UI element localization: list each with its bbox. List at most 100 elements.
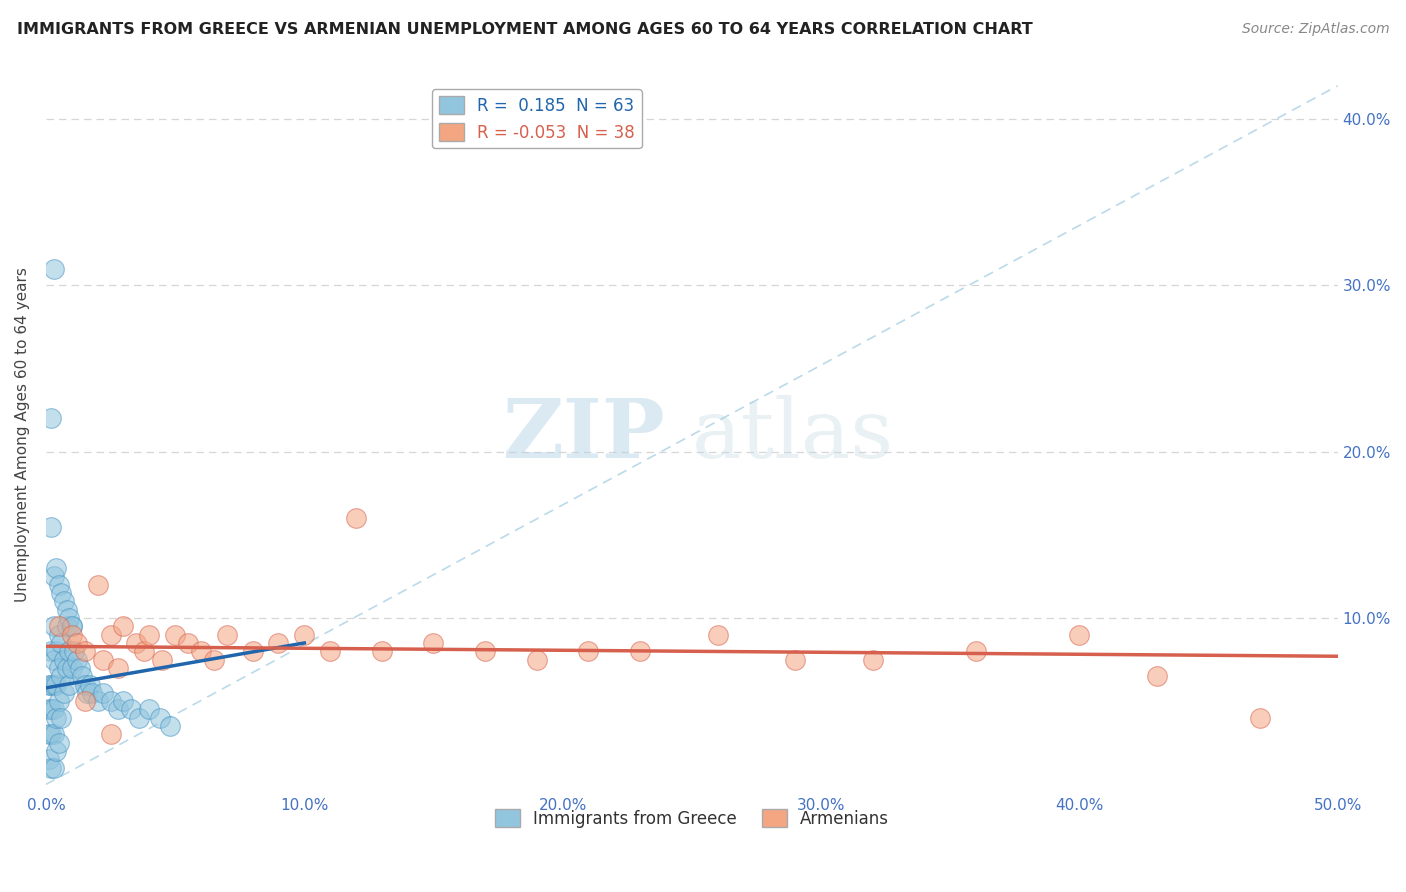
Point: [53, 686, 76, 700]
Point: [100, 694, 122, 708]
Point: [66, 636, 89, 650]
Point: [100, 627, 122, 641]
Point: [48, 627, 70, 641]
Legend: Immigrants from Greece, Armenians: Immigrants from Greece, Armenians: [488, 803, 896, 834]
Point: [526, 652, 548, 666]
Point: [128, 711, 150, 725]
Point: [42, 261, 65, 276]
Point: [785, 652, 807, 666]
Point: [474, 644, 496, 658]
Point: [66, 652, 89, 666]
Point: [242, 644, 264, 658]
Point: [578, 644, 600, 658]
Point: [150, 652, 173, 666]
Point: [79, 677, 101, 691]
Point: [53, 594, 76, 608]
Point: [344, 511, 367, 525]
Point: [76, 686, 98, 700]
Point: [91, 686, 114, 700]
Point: [42, 677, 65, 691]
Point: [267, 636, 290, 650]
Point: [73, 644, 96, 658]
Text: ZIP: ZIP: [503, 395, 666, 475]
Point: [58, 611, 80, 625]
Point: [91, 652, 114, 666]
Point: [51, 586, 73, 600]
Point: [107, 702, 129, 716]
Point: [48, 578, 70, 592]
Point: [39, 677, 62, 691]
Point: [63, 644, 86, 658]
Point: [319, 644, 342, 658]
Point: [39, 519, 62, 533]
Y-axis label: Unemployment Among Ages 60 to 64 years: Unemployment Among Ages 60 to 64 years: [15, 268, 30, 602]
Point: [177, 636, 200, 650]
Text: atlas: atlas: [692, 395, 894, 475]
Point: [38, 702, 60, 716]
Point: [215, 627, 238, 641]
Point: [55, 603, 77, 617]
Point: [60, 619, 83, 633]
Point: [38, 677, 60, 691]
Point: [48, 736, 70, 750]
Point: [55, 619, 77, 633]
Point: [1146, 669, 1168, 683]
Point: [39, 727, 62, 741]
Point: [69, 661, 91, 675]
Point: [1069, 627, 1091, 641]
Point: [45, 644, 67, 658]
Point: [159, 719, 181, 733]
Text: IMMIGRANTS FROM GREECE VS ARMENIAN UNEMPLOYMENT AMONG AGES 60 TO 64 YEARS CORREL: IMMIGRANTS FROM GREECE VS ARMENIAN UNEMP…: [17, 22, 1032, 37]
Point: [51, 711, 73, 725]
Point: [292, 627, 315, 641]
Point: [38, 727, 60, 741]
Point: [100, 727, 122, 741]
Point: [86, 578, 108, 592]
Text: Source: ZipAtlas.com: Source: ZipAtlas.com: [1241, 22, 1389, 37]
Point: [165, 627, 187, 641]
Point: [51, 636, 73, 650]
Point: [42, 702, 65, 716]
Point: [60, 661, 83, 675]
Point: [628, 644, 651, 658]
Point: [73, 694, 96, 708]
Point: [120, 702, 142, 716]
Point: [60, 627, 83, 641]
Point: [134, 644, 156, 658]
Point: [45, 711, 67, 725]
Point: [862, 652, 884, 666]
Point: [112, 694, 135, 708]
Point: [112, 619, 135, 633]
Point: [82, 686, 104, 700]
Point: [965, 644, 987, 658]
Point: [51, 669, 73, 683]
Point: [48, 661, 70, 675]
Point: [45, 677, 67, 691]
Point: [55, 661, 77, 675]
Point: [39, 644, 62, 658]
Point: [70, 669, 93, 683]
Point: [42, 619, 65, 633]
Point: [1249, 711, 1271, 725]
Point: [58, 677, 80, 691]
Point: [371, 644, 394, 658]
Point: [39, 702, 62, 716]
Point: [48, 694, 70, 708]
Point: [39, 411, 62, 425]
Point: [38, 752, 60, 766]
Point: [138, 702, 160, 716]
Point: [190, 644, 212, 658]
Point: [48, 619, 70, 633]
Point: [125, 636, 148, 650]
Point: [42, 761, 65, 775]
Point: [45, 561, 67, 575]
Point: [42, 727, 65, 741]
Point: [53, 652, 76, 666]
Point: [107, 661, 129, 675]
Point: [149, 711, 172, 725]
Point: [60, 619, 83, 633]
Point: [45, 744, 67, 758]
Point: [39, 761, 62, 775]
Point: [42, 652, 65, 666]
Point: [422, 636, 444, 650]
